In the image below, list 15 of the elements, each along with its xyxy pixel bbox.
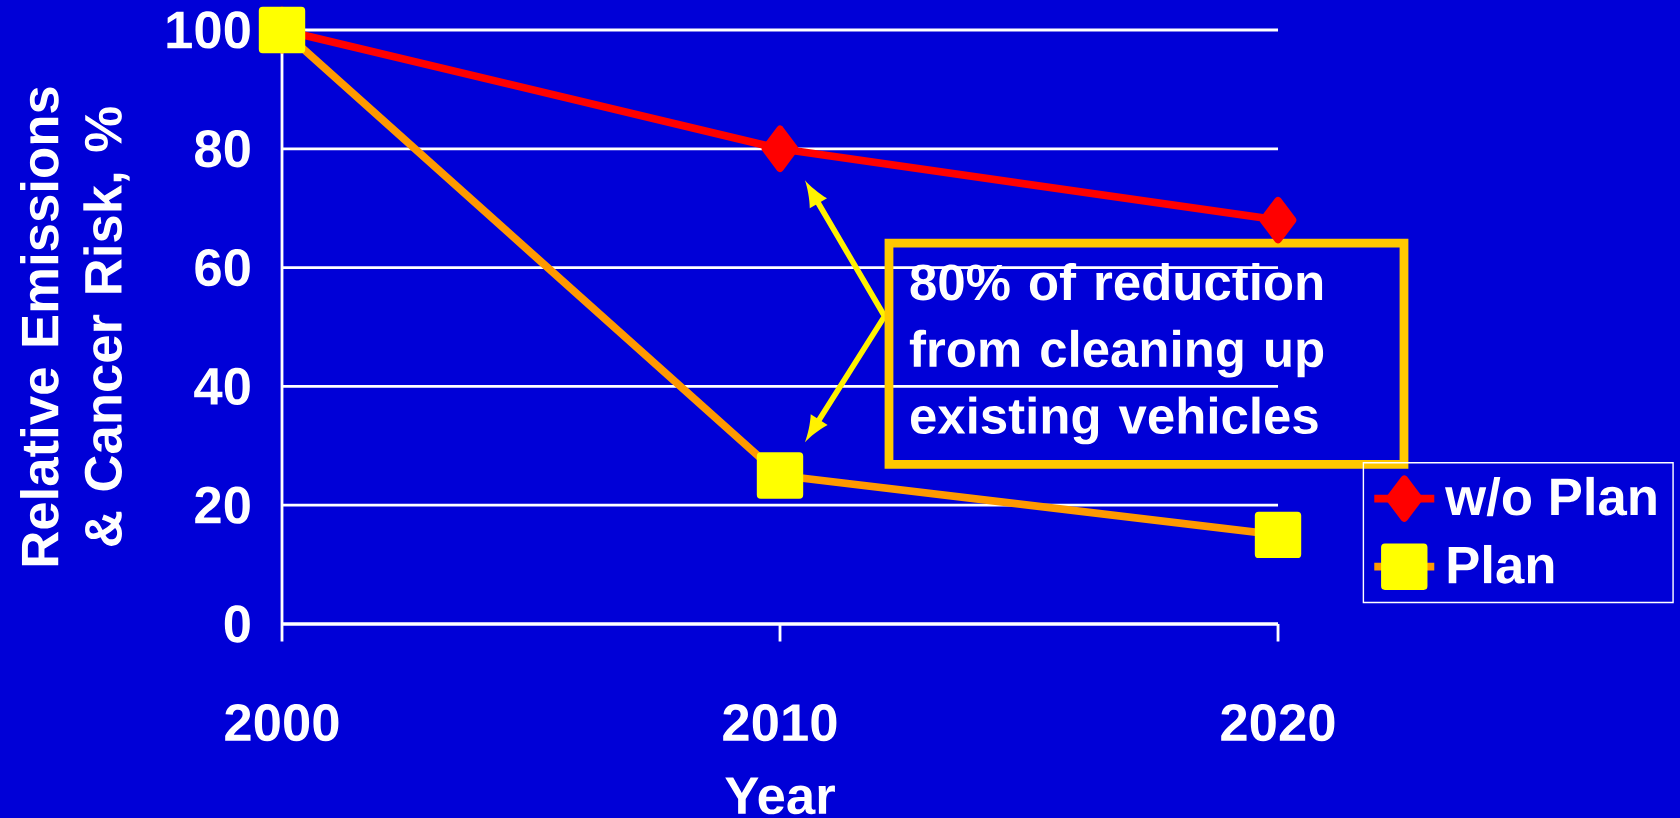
y-tick-label: 40 <box>194 367 250 406</box>
y-axis-title: Relative Emissions & Cancer Risk, % <box>20 87 130 566</box>
y-tick-label: 0 <box>224 605 250 643</box>
y-tick-label: 20 <box>195 486 250 524</box>
y-tick-label: 80 <box>195 130 250 168</box>
legend-label: Plan <box>1448 544 1554 584</box>
point <box>1259 196 1297 244</box>
point <box>761 125 799 172</box>
x-tick-label: 2010 <box>723 703 837 742</box>
x-tick-label: 2000 <box>225 703 339 742</box>
y-tick-label: 60 <box>195 248 250 287</box>
legend-label: w/o Plan <box>1445 476 1656 517</box>
y-tick-label: 100 <box>167 11 250 49</box>
x-tick-label: 2020 <box>1221 703 1335 742</box>
x-axis-title: Year <box>725 777 835 815</box>
